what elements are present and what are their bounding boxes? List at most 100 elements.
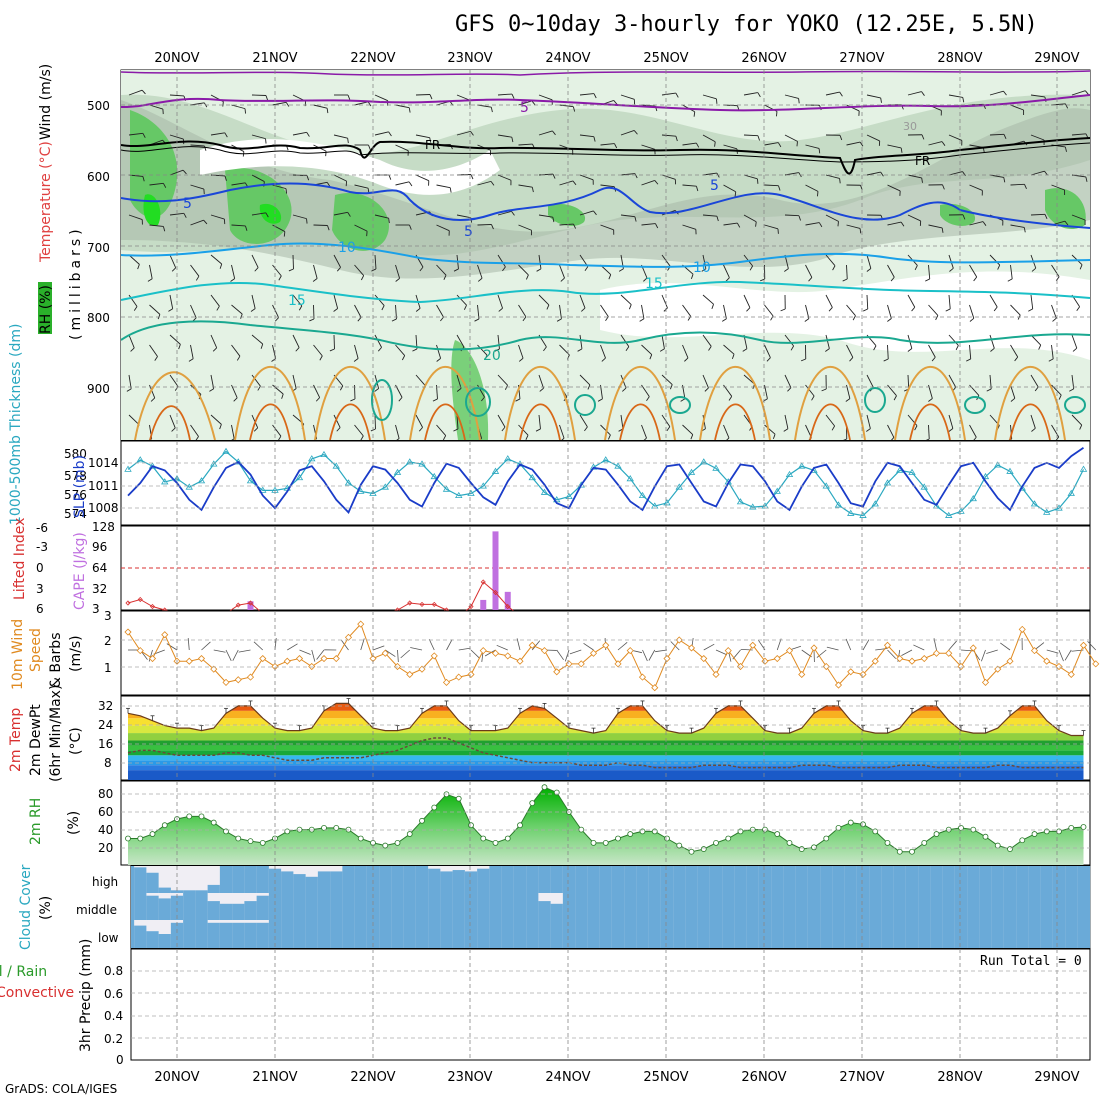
- cloud-cell: [881, 920, 895, 948]
- wind-barb-flag: [955, 345, 959, 351]
- cloud-cell: [366, 866, 380, 893]
- cloud-cell: [746, 920, 760, 948]
- wind-barb-flag: [1007, 278, 1013, 282]
- cloud-cell: [550, 920, 564, 948]
- wind-barb-flag: [209, 388, 214, 392]
- contour-label: 10: [693, 260, 711, 276]
- cloud-cell: [1052, 893, 1066, 920]
- wind-barb: [723, 264, 730, 278]
- wind-barb-flag: [1024, 184, 1027, 190]
- rh-point: [860, 821, 866, 828]
- wind-barb-flag: [326, 108, 329, 114]
- wind-barb: [538, 414, 541, 429]
- wind-barb-flag: [419, 266, 424, 272]
- wind-barb: [1030, 414, 1036, 429]
- wind-barb: [190, 304, 197, 318]
- thickness-point: [148, 462, 157, 469]
- cloud-cell: [146, 895, 160, 920]
- wind-barb-flag: [634, 216, 637, 222]
- wind-barb: [354, 344, 359, 359]
- wind-barb: [128, 334, 135, 349]
- wind-barb: [169, 134, 184, 140]
- rh-point: [1068, 824, 1075, 831]
- wind-barb: [190, 144, 205, 147]
- cloud-cell: [869, 866, 882, 893]
- wind-barb-flag: [587, 384, 591, 390]
- cloud-cell: [697, 866, 711, 893]
- cloud-cell: [330, 871, 343, 893]
- wind-barb-flag: [643, 277, 648, 282]
- wind-barb: [928, 304, 939, 316]
- wind-barb: [969, 344, 972, 359]
- wind-barb-flag: [990, 347, 995, 352]
- cloud-cell: [170, 890, 184, 893]
- wind-barb-flag: [669, 384, 673, 390]
- wind-speed-point: [283, 657, 291, 665]
- thickness-point: [957, 507, 965, 514]
- wind-barb: [251, 294, 256, 309]
- wind-barb: [805, 222, 820, 226]
- cloud-level-low: low: [98, 931, 119, 945]
- cloud-cell: [379, 920, 392, 948]
- rh-point: [1007, 846, 1013, 852]
- cloud-cell: [550, 903, 564, 920]
- cloud-cell: [930, 866, 944, 893]
- wind-barb: [989, 374, 992, 389]
- wind-barb: [620, 94, 635, 100]
- date-label-bottom: 29NOV: [1034, 1070, 1079, 1085]
- wind-barb: [846, 344, 854, 358]
- cloud-cell: [526, 866, 539, 893]
- ylabel-temp-4: (°C): [68, 727, 84, 755]
- wind-barb: [559, 304, 562, 319]
- wind-barb: [641, 424, 647, 439]
- wind-barb-flag: [539, 387, 544, 392]
- wind-speed-point: [357, 620, 365, 628]
- wind-barb-flag: [440, 316, 444, 322]
- cloud-cell: [844, 866, 858, 893]
- wind-barb: [989, 133, 1005, 136]
- wind-barb-flag: [350, 398, 356, 402]
- wind-barb-flag: [347, 212, 351, 217]
- wind-speed-point: [577, 660, 585, 668]
- wind-barb: [866, 294, 869, 310]
- wind-barb-flag: [811, 395, 815, 401]
- wind-barb-flag: [409, 224, 412, 230]
- thickness-point: [773, 487, 781, 494]
- wind-barb: [1030, 213, 1046, 216]
- wind-barb-flag: [628, 304, 632, 310]
- cloud-cell: [513, 866, 527, 893]
- wind-barb-flag: [584, 426, 588, 432]
- wind-barb: [149, 104, 164, 110]
- cloud-cell: [856, 893, 870, 920]
- run-total: Run Total = 0: [980, 954, 1082, 969]
- cloud-cell: [599, 893, 613, 920]
- wind-barb-flag: [288, 268, 294, 272]
- ylabel-millibars: (millibars): [68, 225, 84, 340]
- ytick-temp-8: 8: [104, 756, 112, 770]
- wind-barb-flag: [759, 278, 765, 282]
- cloud-cell: [869, 920, 882, 948]
- wind-barb-flag: [552, 130, 556, 136]
- wind-barb: [415, 414, 423, 428]
- wind-barb: [477, 264, 483, 279]
- ylabel-slp: SLP (mb): [72, 455, 88, 518]
- wind-speed-point: [957, 662, 965, 671]
- cloud-cell: [795, 920, 809, 948]
- wind-barb-flag: [1003, 90, 1007, 96]
- wind-barb-flag: [804, 318, 810, 322]
- wind-barb: [1030, 170, 1045, 176]
- contour-label: 5: [710, 178, 719, 194]
- wind-barb: [969, 221, 984, 226]
- wind-speed-point: [822, 662, 830, 671]
- cloud-cell: [758, 866, 772, 893]
- wind-barb: [210, 414, 222, 425]
- cape-bar: [247, 601, 254, 610]
- wind-speed-point: [1030, 647, 1039, 655]
- cloud-cell: [1065, 920, 1078, 948]
- wind-barb: [518, 264, 529, 276]
- wind-speed-point: [234, 676, 242, 684]
- ytick-precip-0: 0: [116, 1053, 124, 1067]
- thickness-point: [222, 447, 230, 454]
- wind-barb-flag: [1044, 214, 1048, 220]
- cloud-cell: [648, 893, 662, 920]
